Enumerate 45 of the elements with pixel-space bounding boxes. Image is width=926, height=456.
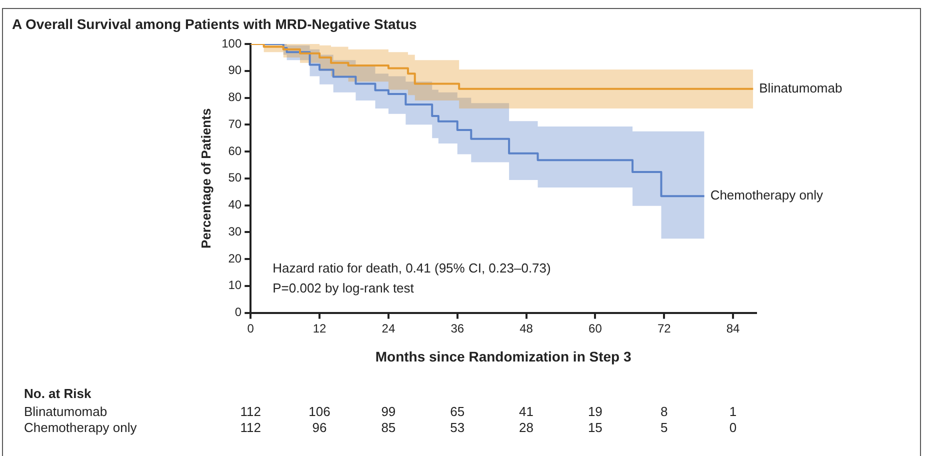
text: 99 bbox=[381, 404, 396, 419]
chart-title: A Overall Survival among Patients with MRD-Negative Status bbox=[12, 16, 417, 32]
text: 106 bbox=[308, 404, 330, 419]
series-label: Chemotherapy only bbox=[710, 188, 824, 203]
x-tick-label: 36 bbox=[450, 321, 464, 336]
text: 96 bbox=[312, 420, 327, 435]
y-tick-label: 0 bbox=[234, 305, 242, 320]
text: 1 bbox=[729, 404, 737, 419]
text: 53 bbox=[450, 420, 465, 435]
y-tick-label: 20 bbox=[228, 251, 242, 266]
text: 8 bbox=[660, 404, 668, 419]
x-tick-label: 12 bbox=[312, 321, 327, 336]
text: No. at Risk bbox=[24, 386, 92, 401]
y-tick-label: 90 bbox=[228, 63, 242, 78]
text: 0 bbox=[729, 420, 737, 435]
y-tick-label: 10 bbox=[228, 278, 242, 292]
y-tick-label: 40 bbox=[228, 198, 242, 212]
text: 5 bbox=[660, 420, 668, 435]
text: 41 bbox=[519, 404, 534, 419]
x-tick-label: 84 bbox=[726, 321, 740, 336]
x-tick-label: 24 bbox=[382, 321, 396, 336]
y-tick-label: 30 bbox=[228, 224, 242, 238]
text: 65 bbox=[450, 404, 465, 419]
x-tick-label: 0 bbox=[247, 321, 254, 336]
text: 112 bbox=[240, 420, 261, 435]
text: Blinatumomab bbox=[24, 404, 108, 419]
text: 19 bbox=[588, 404, 602, 419]
y-tick-label: 50 bbox=[228, 170, 242, 185]
x-axis-title: Months since Randomization in Step 3 bbox=[375, 348, 632, 364]
text: 28 bbox=[519, 420, 534, 435]
x-tick-label: 72 bbox=[657, 321, 672, 336]
series-label: Blinatumomab bbox=[759, 80, 842, 96]
text: 15 bbox=[588, 420, 602, 435]
text: 85 bbox=[381, 420, 396, 435]
annotation: P=0.002 by log-rank test bbox=[272, 280, 414, 296]
x-tick-label: 60 bbox=[588, 321, 602, 336]
annotation: Hazard ratio for death, 0.41 (95% CI, 0.23–0.73) bbox=[272, 260, 551, 276]
y-tick-label: 70 bbox=[228, 116, 242, 131]
text: 112 bbox=[240, 404, 261, 419]
y-axis-title: Percentage of Patients bbox=[198, 108, 214, 248]
x-tick-label: 48 bbox=[520, 321, 534, 336]
y-tick-label: 60 bbox=[228, 144, 242, 158]
y-tick-label: 100 bbox=[222, 36, 242, 50]
y-tick-label: 80 bbox=[228, 90, 242, 104]
text: Chemotherapy only bbox=[24, 420, 137, 435]
